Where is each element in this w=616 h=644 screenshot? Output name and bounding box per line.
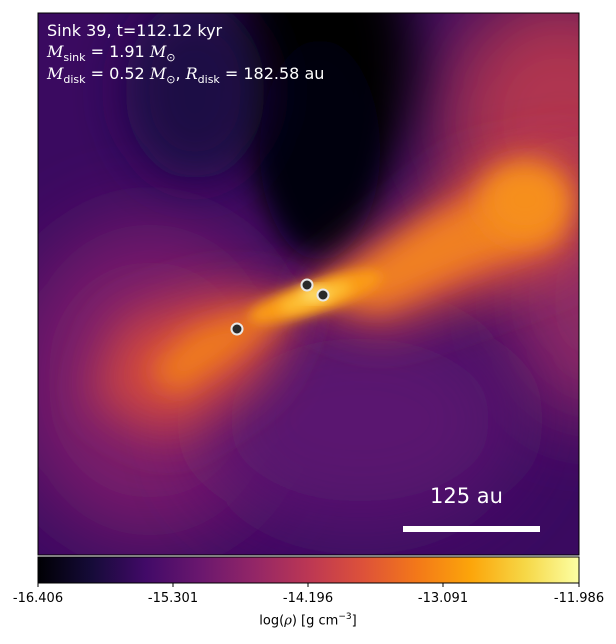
scale-bar <box>403 526 540 532</box>
colorbar <box>37 556 580 584</box>
colorbar-tick-label: -14.196 <box>282 591 334 606</box>
colorbar-label: log(ρ) [g cm−3] <box>259 612 357 629</box>
disk-properties: Mdisk = 0.52 M⊙, Rdisk = 182.58 au <box>47 64 325 87</box>
colorbar-tick-label: -13.091 <box>417 591 469 606</box>
sink-markers <box>230 278 330 336</box>
sink-marker <box>230 322 244 336</box>
sink-mass: Msink = 1.91 M⊙ <box>47 42 176 65</box>
scale-bar-label: 125 au <box>430 484 503 508</box>
sink-marker <box>300 278 314 292</box>
panel-frame <box>37 12 580 556</box>
colorbar-tick-label: -15.301 <box>147 591 199 606</box>
colorbar-tick-label: -11.986 <box>553 591 605 606</box>
density-image <box>38 13 579 555</box>
sink-title: Sink 39, t=112.12 kyr <box>47 21 223 40</box>
colorbar-ticks <box>37 583 580 587</box>
colorbar-tick-label: -16.406 <box>12 591 64 606</box>
sink-marker <box>316 288 330 302</box>
